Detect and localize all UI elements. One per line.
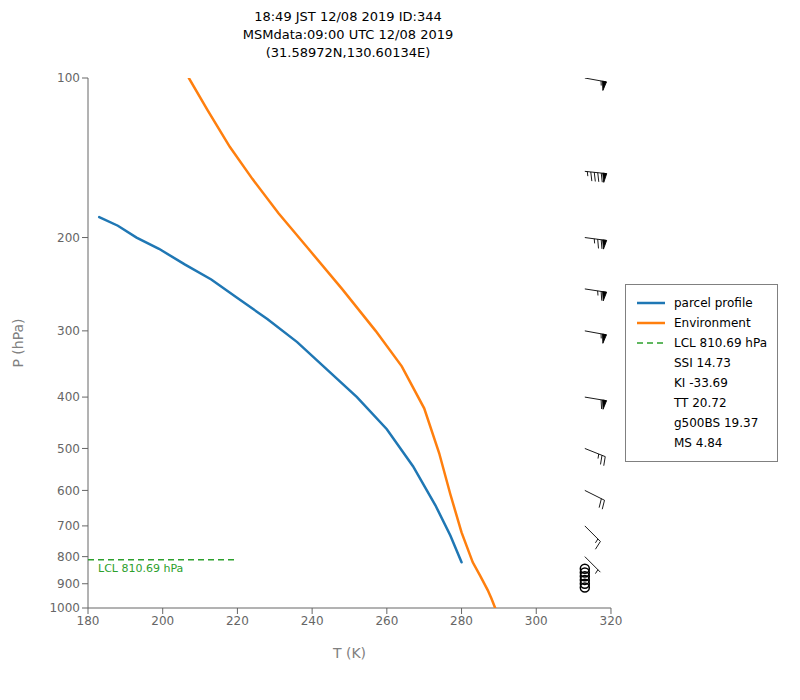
html-text:MS 4.84: MS 4.84 (674, 436, 723, 450)
svg-text:900: 900 (57, 577, 80, 591)
html-text:Environment: Environment (674, 316, 751, 330)
svg-text:220: 220 (226, 614, 249, 628)
svg-text:200: 200 (57, 231, 80, 245)
svg-text:700: 700 (57, 519, 80, 533)
svg-text:300: 300 (525, 614, 548, 628)
svg-text:100: 100 (57, 71, 80, 85)
svg-text:800: 800 (57, 550, 80, 564)
html-text:parcel profile: parcel profile (674, 296, 753, 310)
svg-text:LCL 810.69 hPa: LCL 810.69 hPa (98, 562, 183, 575)
svg-text:280: 280 (450, 614, 473, 628)
svg-text:200: 200 (151, 614, 174, 628)
html-text:LCL 810.69 hPa: LCL 810.69 hPa (674, 336, 767, 350)
html-text:SSI 14.73: SSI 14.73 (674, 356, 731, 370)
svg-text:260: 260 (375, 614, 398, 628)
svg-text:600: 600 (57, 484, 80, 498)
svg-text:180: 180 (77, 614, 100, 628)
svg-text:P (hPa): P (hPa) (10, 318, 26, 367)
svg-text:300: 300 (57, 324, 80, 338)
svg-text:400: 400 (57, 390, 80, 404)
svg-text:240: 240 (301, 614, 324, 628)
html-text:18:49 JST 12/08 2019 ID:344 MS: 18:49 JST 12/08 2019 ID:344 MSMdata:09:0… (242, 9, 454, 60)
svg-text:500: 500 (57, 442, 80, 456)
html-text:TT 20.72: TT 20.72 (674, 396, 727, 410)
svg-text:T (K): T (K) (332, 645, 366, 661)
svg-text:320: 320 (600, 614, 623, 628)
svg-text:1000: 1000 (49, 601, 80, 615)
html-text:g500BS 19.37: g500BS 19.37 (674, 416, 759, 430)
html-text:KI -33.69: KI -33.69 (674, 376, 728, 390)
